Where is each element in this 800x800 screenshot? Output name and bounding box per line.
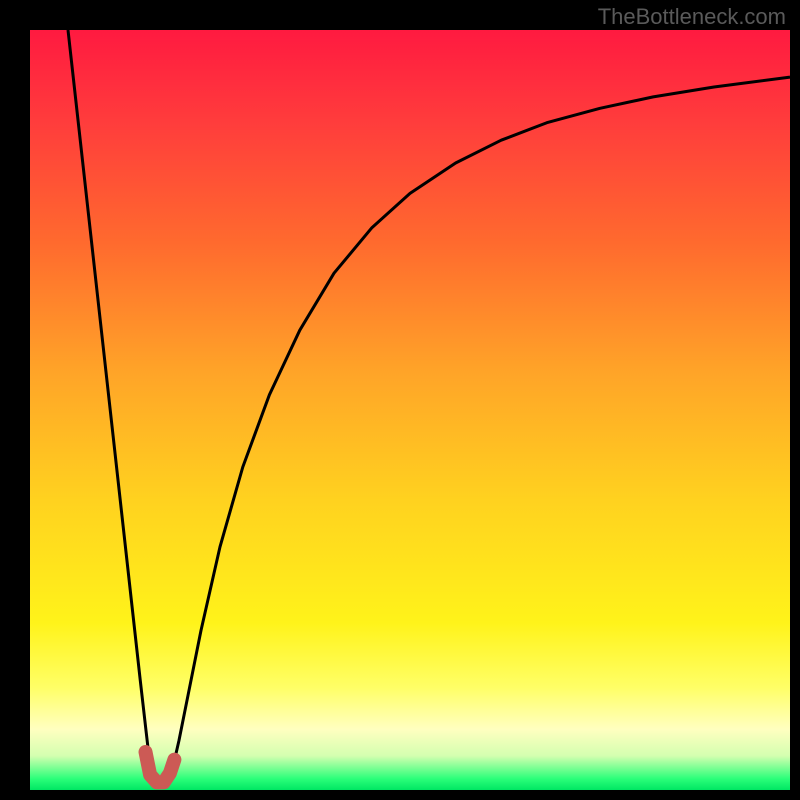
plot-background (30, 30, 790, 790)
watermark-text: TheBottleneck.com (598, 4, 786, 29)
bottleneck-chart: TheBottleneck.com (0, 0, 800, 800)
